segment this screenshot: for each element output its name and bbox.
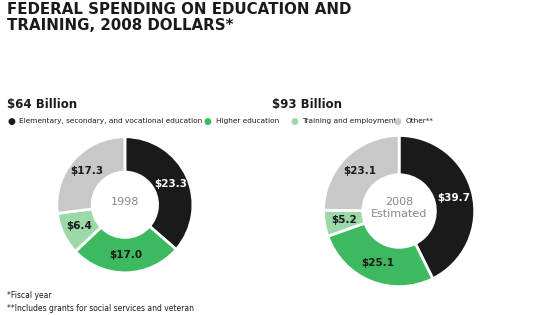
Text: $23.1: $23.1	[343, 166, 376, 176]
Text: 1998: 1998	[111, 197, 139, 207]
Wedge shape	[58, 209, 101, 251]
Text: Elementary, secondary, and vocational education: Elementary, secondary, and vocational ed…	[19, 118, 202, 124]
Text: Higher education: Higher education	[216, 118, 279, 124]
Text: $93 Billion: $93 Billion	[272, 98, 342, 111]
Text: ●: ●	[394, 117, 402, 126]
Wedge shape	[324, 210, 365, 236]
Text: $25.1: $25.1	[362, 258, 395, 268]
Text: $39.7: $39.7	[437, 193, 470, 203]
Wedge shape	[328, 223, 433, 287]
Text: $64 Billion: $64 Billion	[7, 98, 77, 111]
Text: $5.2: $5.2	[331, 215, 357, 225]
Text: $17.0: $17.0	[109, 250, 142, 260]
Text: ●: ●	[204, 117, 212, 126]
Circle shape	[363, 175, 435, 247]
Wedge shape	[75, 226, 176, 273]
Text: FEDERAL SPENDING ON EDUCATION AND
TRAINING, 2008 DOLLARS*: FEDERAL SPENDING ON EDUCATION AND TRAINI…	[7, 2, 351, 33]
Text: *Fiscal year
**Includes grants for social services and veteran
  rehab and train: *Fiscal year **Includes grants for socia…	[7, 291, 194, 315]
Text: ●: ●	[7, 117, 15, 126]
Circle shape	[92, 172, 157, 238]
Text: Training and employment: Training and employment	[302, 118, 397, 124]
Wedge shape	[125, 137, 193, 249]
Wedge shape	[57, 137, 125, 213]
Text: Other**: Other**	[406, 118, 434, 124]
Text: $17.3: $17.3	[71, 167, 104, 176]
Wedge shape	[324, 135, 399, 211]
Text: 2008
Estimated: 2008 Estimated	[371, 197, 427, 219]
Text: $23.3: $23.3	[154, 179, 187, 189]
Text: ●: ●	[291, 117, 299, 126]
Wedge shape	[399, 135, 475, 279]
Text: $6.4: $6.4	[66, 221, 92, 231]
